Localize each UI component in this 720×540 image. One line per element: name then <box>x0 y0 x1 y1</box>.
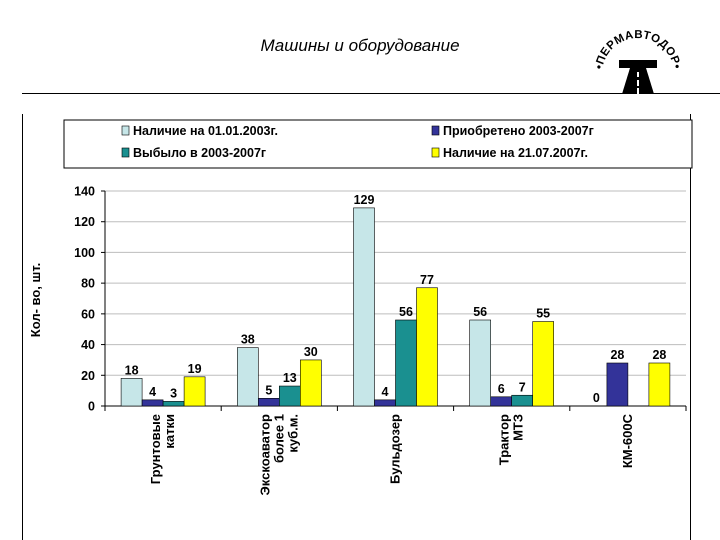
data-label: 28 <box>652 348 666 362</box>
legend-swatch <box>121 125 130 136</box>
bar <box>416 287 438 407</box>
legend-label: Наличие на 21.07.2007г. <box>443 146 588 160</box>
x-tick-label: ТракторМТЗ <box>497 414 526 465</box>
legend-swatch <box>431 125 440 136</box>
data-label: 56 <box>473 305 487 319</box>
y-tick-label: 20 <box>81 369 95 383</box>
company-logo: •ПЕРМАВТОДОР• <box>593 29 682 94</box>
data-label: 5 <box>265 383 272 397</box>
bar <box>395 319 417 407</box>
bar <box>648 362 671 407</box>
x-tick-label: КМ-600С <box>620 413 635 468</box>
y-tick-label: 140 <box>74 185 95 199</box>
data-label: 56 <box>399 305 413 319</box>
data-label: 77 <box>420 273 434 287</box>
bar <box>532 321 555 407</box>
bar <box>353 207 375 407</box>
data-label: 30 <box>304 345 318 359</box>
data-label: 6 <box>498 382 505 396</box>
legend-swatch <box>431 147 440 158</box>
y-tick-label: 60 <box>81 307 95 321</box>
legend-swatch <box>121 147 130 158</box>
data-label: 0 <box>593 391 600 405</box>
bar <box>490 396 513 407</box>
data-label: 55 <box>536 307 550 321</box>
data-label: 28 <box>610 348 624 362</box>
legend-label: Выбыло в 2003-2007г <box>133 146 266 160</box>
legend-label: Приобретено 2003-2007г <box>443 124 594 138</box>
bar <box>511 394 534 407</box>
y-tick-label: 100 <box>74 246 95 260</box>
legend-label: Наличие на 01.01.2003г. <box>133 124 278 138</box>
title-divider <box>22 93 720 94</box>
x-tick-label: Бульдозер <box>388 414 403 484</box>
bar <box>606 362 629 407</box>
bar <box>299 359 322 407</box>
chart-legend: Наличие на 01.01.2003г. Приобретено 2003-… <box>63 119 693 169</box>
bar <box>258 398 280 407</box>
chart-frame: Наличие на 01.01.2003г. Приобретено 2003-… <box>22 114 693 540</box>
bar <box>278 385 301 407</box>
x-tick-label: Грунтовыекатки <box>148 414 177 484</box>
bar <box>237 347 259 407</box>
logo-road-barrier <box>619 60 657 68</box>
data-label: 4 <box>382 385 389 399</box>
y-tick-label: 0 <box>88 400 95 414</box>
y-tick-label: 80 <box>81 277 95 291</box>
bar <box>469 319 492 407</box>
data-label: 38 <box>241 333 255 347</box>
bar <box>183 376 206 407</box>
y-tick-label: 40 <box>81 338 95 352</box>
data-label: 13 <box>283 371 297 385</box>
y-tick-label: 120 <box>74 215 95 229</box>
bar <box>374 399 396 407</box>
bar <box>120 378 143 407</box>
data-label: 18 <box>125 363 139 377</box>
bar <box>141 399 164 407</box>
data-label: 19 <box>188 362 202 376</box>
y-axis-label: Кол- во, шт. <box>28 263 43 337</box>
data-label: 7 <box>519 380 526 394</box>
x-tick-label: Экскоаваторболее 1куб.м. <box>257 414 300 496</box>
data-label: 4 <box>149 385 156 399</box>
bar <box>162 401 185 407</box>
data-label: 3 <box>170 386 177 400</box>
page-title: Машины и оборудование <box>260 36 460 55</box>
data-label: 129 <box>354 193 375 207</box>
